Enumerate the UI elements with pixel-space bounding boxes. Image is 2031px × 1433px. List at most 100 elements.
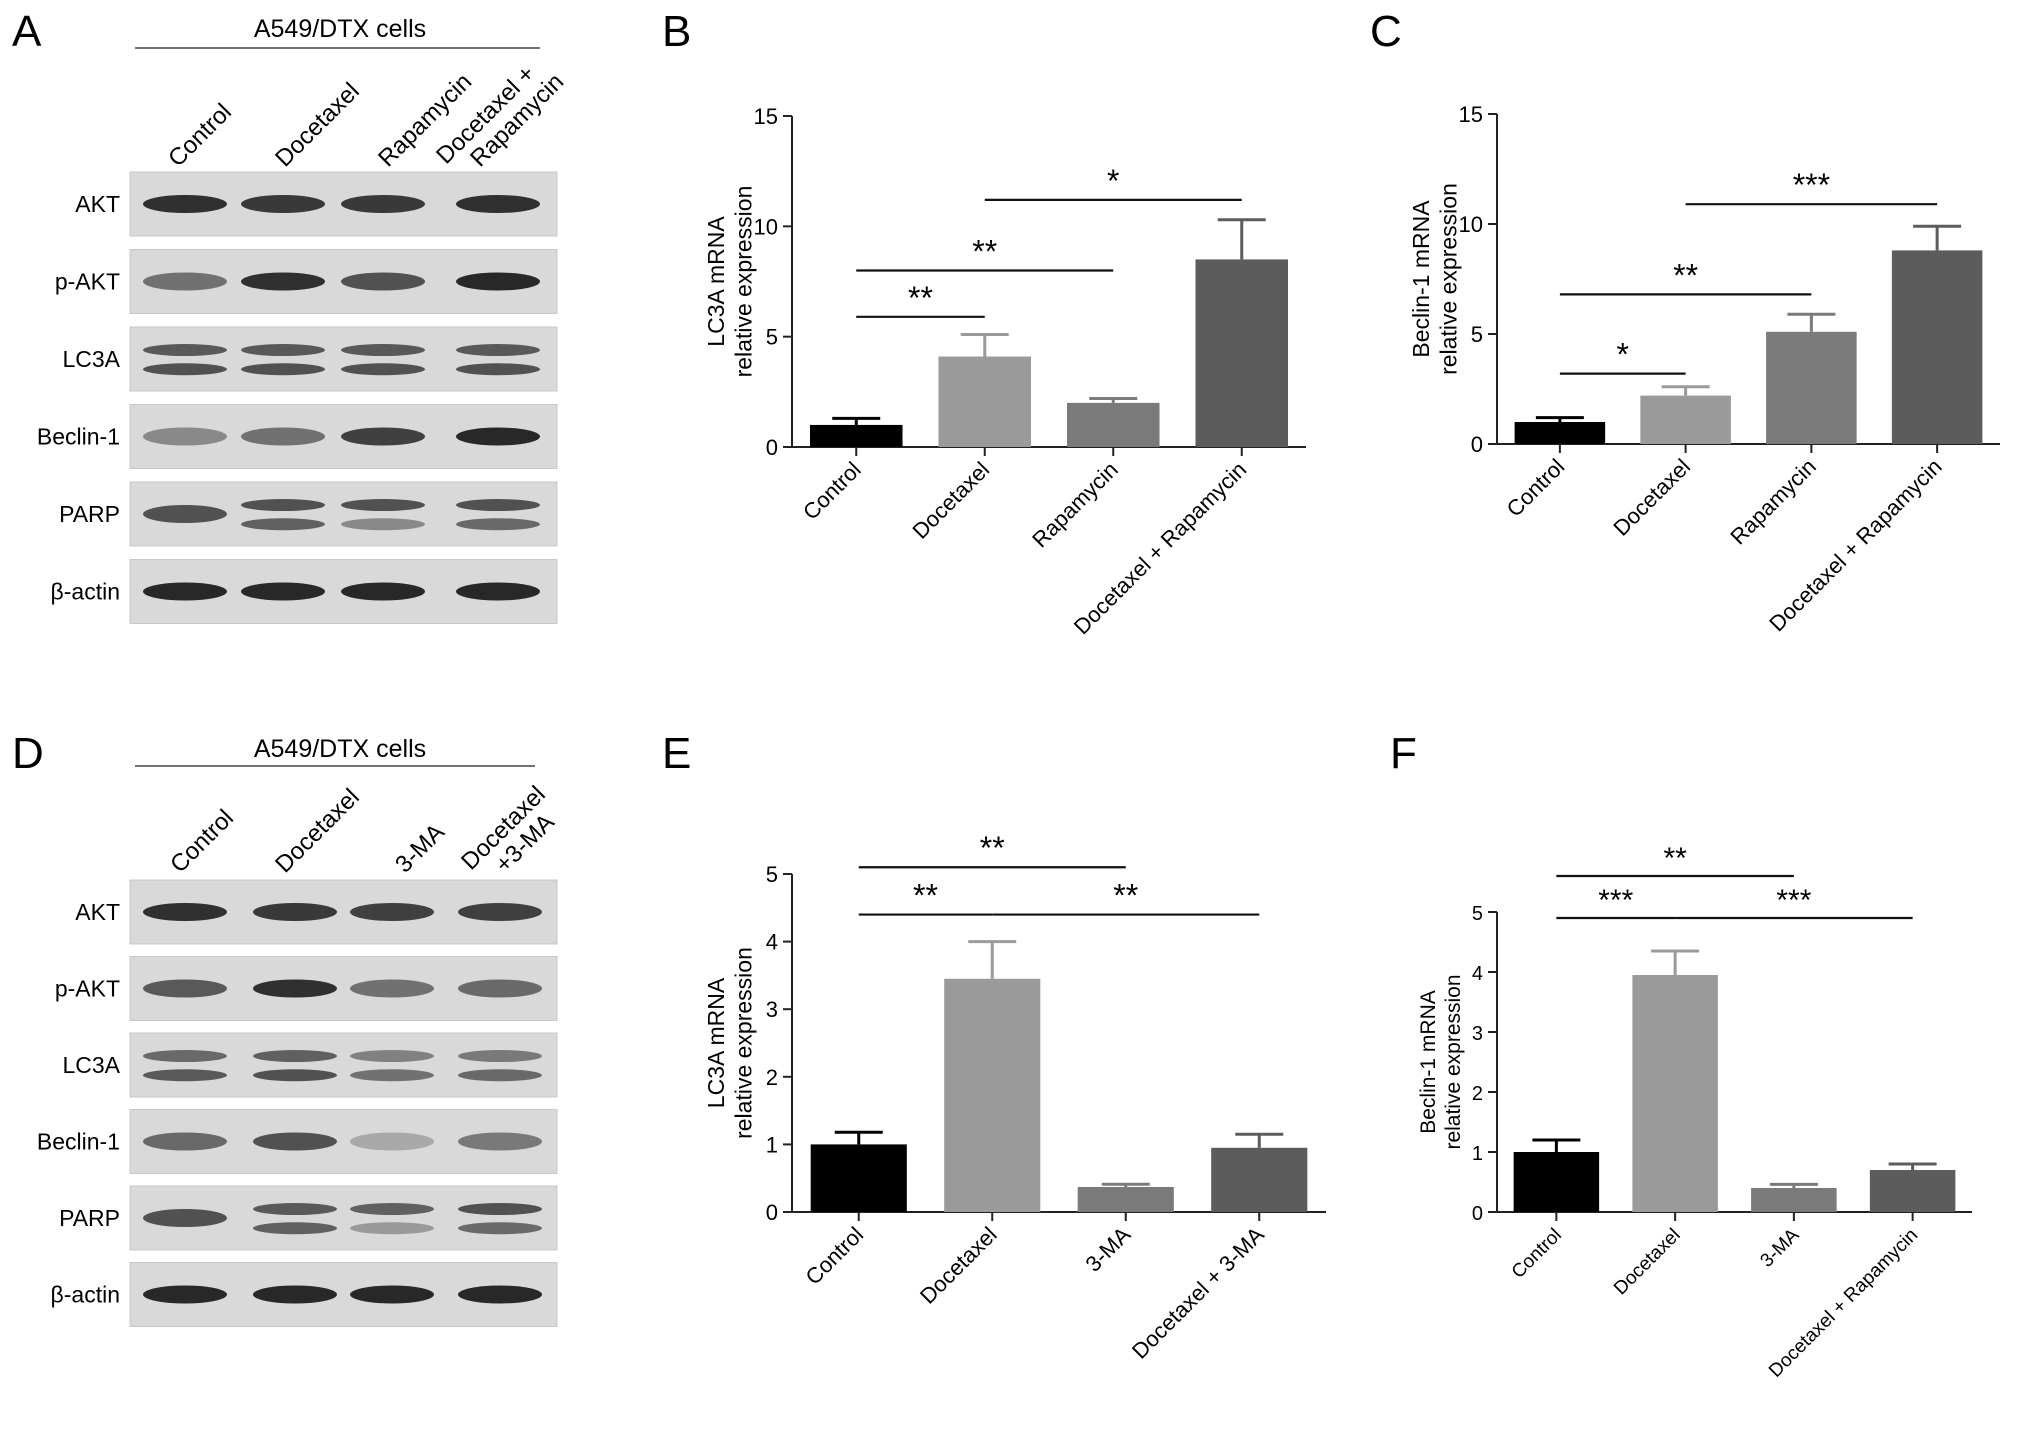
blot-band — [143, 1132, 227, 1151]
blot-band — [456, 344, 540, 357]
blot-strip — [129, 326, 558, 392]
bar — [938, 356, 1032, 447]
significance-label: * — [1107, 163, 1119, 199]
blot-band — [253, 1203, 337, 1216]
x-tick-label: Docetaxel + 3-MA — [1127, 1222, 1269, 1364]
blot-band — [143, 1285, 227, 1304]
blot-band — [241, 195, 325, 213]
lane-label-line: Docetaxel — [270, 784, 365, 879]
blot-band — [456, 195, 540, 213]
x-tick-label: Control — [1508, 1225, 1566, 1283]
blot-band — [350, 903, 434, 921]
significance-label: *** — [1776, 884, 1811, 917]
blot-band — [341, 518, 425, 531]
blot-strip — [129, 1032, 558, 1098]
bar-chart-b: 0 5 10 15 LC3A mRNArelative expression Contro… — [703, 104, 1306, 639]
blot-band — [253, 979, 337, 998]
blot-band — [143, 1050, 227, 1063]
lane-label-line: 3-MA — [390, 819, 450, 879]
significance-label: ** — [980, 830, 1005, 866]
bar — [1766, 331, 1857, 444]
blot-row-label: LC3A — [62, 346, 120, 372]
blot-row-label: Beclin-1 — [37, 1129, 120, 1155]
y-tick-label: 15 — [1459, 102, 1483, 127]
blot-band — [456, 427, 540, 446]
blot-row-label: p-AKT — [55, 976, 120, 1002]
blot-band — [458, 1203, 542, 1216]
bar — [1632, 975, 1718, 1212]
blot-band — [143, 427, 227, 446]
blot-band — [143, 363, 227, 376]
western-blot-d: A549/DTX cells Control Docetaxel 3-MA Doceta… — [37, 735, 560, 1327]
y-tick-label: 2 — [1472, 1083, 1483, 1105]
y-tick-label: 1 — [766, 1132, 778, 1157]
significance-label: ** — [1113, 878, 1138, 914]
blot-header: A549/DTX cells — [254, 15, 426, 43]
y-axis-label-line: relative expression — [731, 186, 757, 378]
blot-band — [350, 1285, 434, 1304]
blot-band — [143, 979, 227, 998]
blot-band — [253, 1222, 337, 1235]
blot-row-label: β-actin — [51, 579, 120, 605]
blot-band — [456, 582, 540, 601]
blot-band — [143, 582, 227, 601]
blot-band — [253, 1132, 337, 1151]
bar — [810, 1144, 907, 1212]
x-tick-label: 3-MA — [1080, 1222, 1135, 1277]
bar — [1195, 259, 1289, 447]
y-tick-label: 10 — [1459, 212, 1483, 237]
y-axis-label: LC3A mRNArelative expression — [703, 186, 757, 378]
lane-label: Control — [165, 804, 239, 878]
y-tick-label: 0 — [1471, 432, 1483, 457]
blot-band — [143, 1209, 227, 1227]
x-tick-label: Docetaxel — [907, 457, 994, 544]
blot-band — [253, 1050, 337, 1063]
significance-label: * — [1617, 337, 1629, 373]
y-axis-label-line: relative expression — [1436, 183, 1462, 375]
blot-band — [350, 1069, 434, 1082]
significance-label: ** — [908, 280, 933, 316]
lane-label: Docetaxel +Rapamycin — [431, 50, 569, 188]
y-axis-label-line: relative expression — [731, 947, 757, 1139]
bar — [944, 978, 1041, 1212]
blot-band — [458, 1222, 542, 1235]
blot-row-label: PARP — [59, 1205, 120, 1231]
panel-letter-c: C — [1370, 7, 1402, 56]
blot-band — [350, 1203, 434, 1216]
blot-band — [458, 1132, 542, 1151]
x-tick-label: 3-MA — [1756, 1224, 1803, 1271]
blot-band — [456, 363, 540, 376]
panel-letter-e: E — [662, 729, 691, 778]
blot-band — [253, 1285, 337, 1304]
panel-letter-a: A — [12, 7, 42, 56]
significance-label: ** — [913, 878, 938, 914]
y-tick-label: 0 — [766, 1200, 778, 1225]
x-tick-label: Docetaxel — [1608, 454, 1695, 541]
blot-band — [350, 1132, 434, 1151]
lane-label: Docetaxel — [270, 78, 365, 173]
blot-band — [458, 1285, 542, 1304]
blot-header: A549/DTX cells — [254, 735, 426, 763]
y-tick-label: 3 — [766, 997, 778, 1022]
y-tick-label: 10 — [754, 214, 778, 239]
significance-label: ** — [1663, 842, 1687, 875]
x-tick-label: Rapamycin — [1027, 457, 1122, 552]
blot-row-label: PARP — [59, 501, 120, 527]
significance-label: *** — [1793, 167, 1830, 203]
bar — [1640, 395, 1731, 444]
blot-row-label: LC3A — [62, 1052, 120, 1078]
blot-band — [143, 195, 227, 213]
lane-label: 3-MA — [390, 819, 450, 879]
blot-band — [350, 1050, 434, 1063]
bar — [1513, 1152, 1600, 1212]
x-tick-label: Docetaxel — [915, 1222, 1002, 1309]
blot-band — [341, 582, 425, 601]
significance-label: ** — [972, 233, 997, 269]
blot-band — [241, 582, 325, 601]
blot-band — [241, 518, 325, 531]
blot-band — [458, 979, 542, 998]
x-tick-label: Rapamycin — [1725, 454, 1820, 549]
blot-band — [241, 363, 325, 376]
y-axis-label: LC3A mRNArelative expression — [703, 947, 757, 1139]
